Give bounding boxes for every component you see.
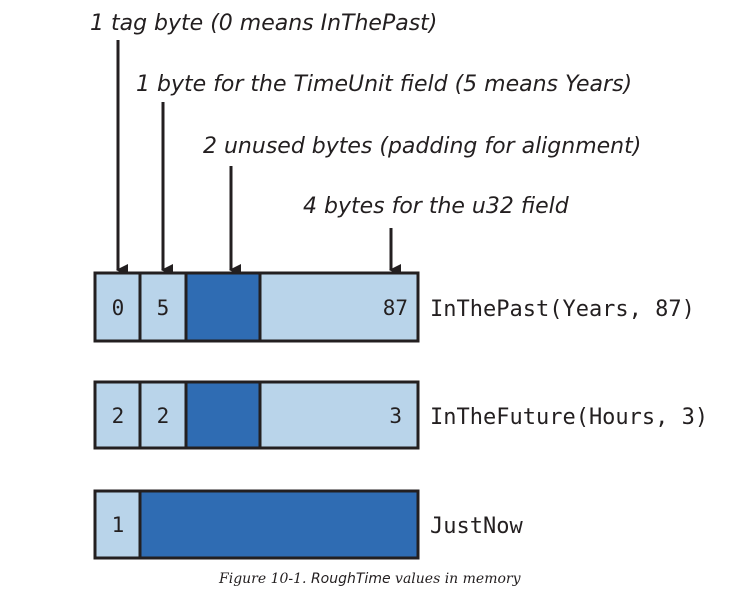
memory-row-in-the-future: 2 2 3 InTheFuture(Hours, 3) <box>93 380 708 450</box>
annotation-u32-field: 4 bytes for the u32 field <box>303 194 570 276</box>
caption-title: RoughTime <box>311 571 391 587</box>
row-label-in-the-past: InThePast(Years, 87) <box>430 297 695 322</box>
cell-value-u32: 3 <box>389 404 402 428</box>
byte-cell-padding <box>184 380 262 450</box>
cell-value-tag: 2 <box>112 404 125 428</box>
memory-row-just-now: 1 JustNow <box>93 489 523 560</box>
annotation-timeunit-byte-text: 1 byte for the TimeUnit field (5 means Y… <box>136 72 632 97</box>
memory-row-in-the-past: 0 5 87 InThePast(Years, 87) <box>93 271 695 343</box>
cell-value-tag: 0 <box>112 296 125 320</box>
row-label-just-now: JustNow <box>430 514 523 539</box>
cell-value-tag: 1 <box>112 513 125 537</box>
byte-cell-padding <box>184 271 262 343</box>
cell-value-u32: 87 <box>383 296 408 320</box>
annotation-padding-bytes: 2 unused bytes (padding for alignment) <box>203 134 641 276</box>
cell-value-timeunit: 2 <box>157 404 170 428</box>
byte-cell-u32 <box>258 380 420 450</box>
figure-caption: Figure 10-1. RoughTime values in memory <box>218 571 522 587</box>
byte-cell-tag <box>93 380 142 450</box>
byte-cell-timeunit <box>138 380 188 450</box>
byte-cell-u32 <box>258 271 420 343</box>
cell-value-timeunit: 5 <box>157 296 170 320</box>
annotation-padding-bytes-text: 2 unused bytes (padding for alignment) <box>203 134 641 159</box>
byte-cell-unused <box>138 489 420 560</box>
caption-prefix: Figure 10-1. <box>218 571 307 587</box>
byte-cell-tag <box>93 489 142 560</box>
annotation-timeunit-byte: 1 byte for the TimeUnit field (5 means Y… <box>136 72 632 276</box>
annotation-u32-field-text: 4 bytes for the u32 field <box>303 194 570 219</box>
byte-cell-timeunit <box>138 271 188 343</box>
row-label-in-the-future: InTheFuture(Hours, 3) <box>430 405 708 430</box>
caption-suffix: values in memory <box>395 571 522 587</box>
annotation-tag-byte: 1 tag byte (0 means InThePast) <box>90 11 437 276</box>
annotation-tag-byte-text: 1 tag byte (0 means InThePast) <box>90 11 437 36</box>
